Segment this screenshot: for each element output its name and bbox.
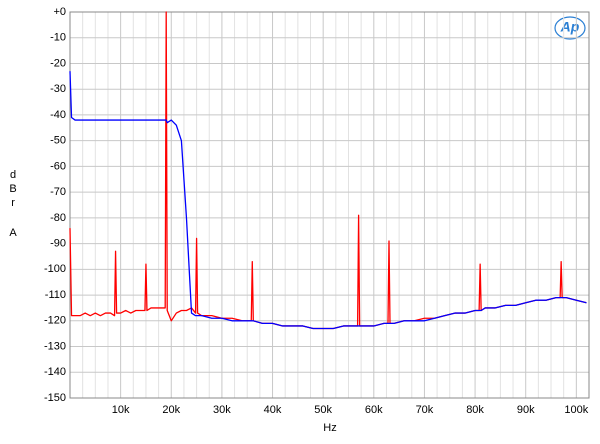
y-tick-label: -80	[50, 212, 66, 224]
x-tick-label: 20k	[162, 404, 180, 416]
series-line	[69, 71, 587, 330]
x-tick-label: 80k	[466, 404, 484, 416]
y-tick-label: -130	[44, 340, 66, 352]
y-tick-label: -100	[44, 263, 66, 275]
series-line	[69, 11, 587, 330]
logo: Ap	[560, 19, 580, 35]
y-tick-label: -150	[44, 392, 66, 404]
logo-ring	[554, 16, 586, 40]
plot-frame	[69, 11, 590, 399]
x-tick-label: 50k	[314, 404, 332, 416]
y-axis-label: dBr	[7, 169, 19, 211]
y-tick-label: +0	[53, 6, 66, 18]
x-tick-label: 30k	[213, 404, 231, 416]
x-tick-label: 60k	[365, 404, 383, 416]
y-tick-label: -110	[45, 289, 66, 301]
x-tick-label: 90k	[517, 404, 535, 416]
y-tick-label: -140	[44, 366, 66, 378]
x-tick-label: 40k	[264, 404, 282, 416]
x-tick-label: 10k	[112, 404, 130, 416]
x-tick-label: 70k	[416, 404, 434, 416]
x-axis-label: Hz	[323, 422, 336, 434]
y-axis-label-unit: A	[9, 227, 17, 239]
y-tick-label: -10	[50, 32, 66, 44]
x-tick-label: 100k	[564, 404, 588, 416]
y-tick-label: -70	[50, 186, 66, 198]
y-tick-label: -20	[50, 57, 66, 69]
y-tick-label: -40	[50, 109, 66, 121]
y-tick-label: -60	[50, 160, 66, 172]
y-tick-label: -50	[50, 135, 66, 147]
y-tick-label: -120	[44, 315, 66, 327]
y-tick-label: -30	[50, 83, 66, 95]
y-tick-label: -90	[50, 238, 66, 250]
